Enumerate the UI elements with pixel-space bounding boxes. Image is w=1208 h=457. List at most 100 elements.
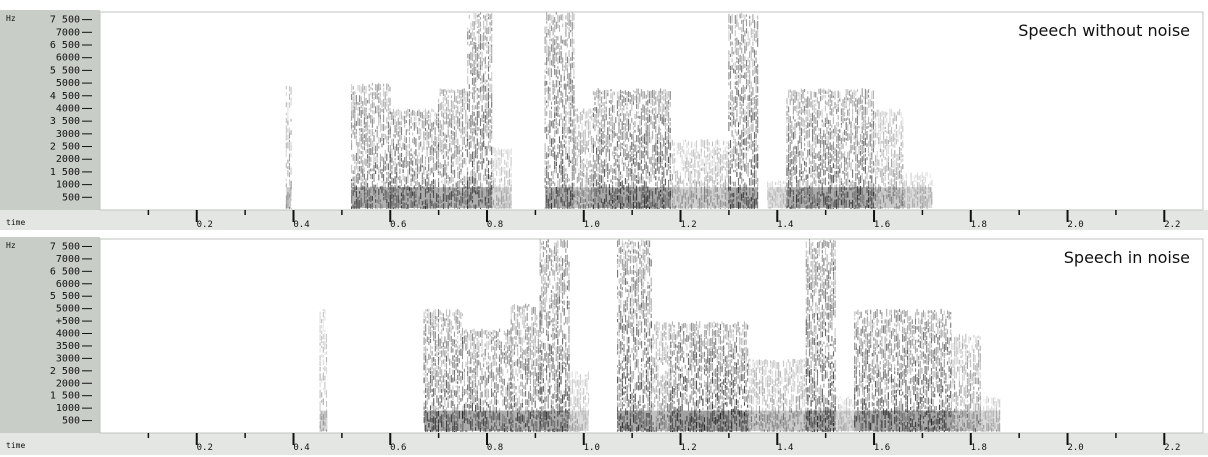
y-tick-label: 3000 (56, 129, 80, 140)
spectrogram-area (99, 238, 1204, 434)
y-tick-label: +500 (56, 316, 80, 327)
x-axis-label: time (6, 218, 25, 227)
y-axis-panel (0, 237, 100, 433)
voiced-segment (568, 371, 590, 432)
y-unit-label: Hz (6, 241, 16, 250)
low-band (390, 187, 439, 208)
voiced-segment (786, 88, 875, 209)
low-band (980, 410, 1000, 431)
y-tick-label: 7 500 (50, 15, 80, 26)
voiced-segment (573, 108, 594, 209)
low-band (874, 187, 903, 208)
x-tick-label: 0.8 (487, 443, 503, 453)
y-tick-label: 4 500 (50, 91, 80, 102)
y-tick-label: 2000 (56, 378, 80, 389)
low-band (748, 410, 807, 431)
y-tick-label: 500 (62, 416, 80, 427)
x-tick-label: 1.0 (584, 220, 600, 230)
voiced-segment (319, 309, 328, 432)
voiced-segment (728, 12, 759, 209)
x-tick-label: 2.0 (1067, 443, 1083, 453)
spectrogram-marks (285, 12, 933, 209)
y-axis-panel (0, 10, 100, 210)
x-tick-label: 1.2 (680, 220, 696, 230)
voiced-segment (767, 180, 788, 209)
x-tick-label: 2.2 (1164, 220, 1180, 230)
voiced-segment (650, 321, 672, 432)
y-tick-label: 5000 (56, 78, 80, 89)
x-tick-label: 0.6 (390, 220, 406, 230)
x-tick-label: 1.0 (584, 443, 600, 453)
low-band (320, 410, 328, 431)
x-tick-label: 0.2 (197, 220, 213, 230)
y-tick-label: 1000 (56, 180, 80, 191)
y-tick-label: 4000 (56, 103, 80, 114)
voiced-segment (805, 239, 836, 432)
x-tick-label: 1.6 (874, 220, 890, 230)
y-tick-label: 1 500 (50, 167, 80, 178)
y-tick-label: 5 500 (50, 291, 80, 302)
voiced-segment (438, 88, 468, 209)
spectrogram-marks (319, 239, 1001, 432)
low-band (617, 410, 652, 431)
x-axis-strip (0, 210, 1208, 230)
chart-title: Speech in noise (1064, 248, 1190, 267)
y-tick-label: 3000 (56, 353, 80, 364)
low-band (854, 410, 952, 431)
low-band (424, 410, 463, 431)
y-tick-label: 6000 (56, 279, 80, 290)
y-tick-label: 6 500 (50, 266, 80, 277)
y-tick-label: 1 500 (50, 391, 80, 402)
voiced-segment (873, 108, 904, 209)
low-band (467, 187, 492, 208)
voiced-segment (902, 172, 933, 209)
voiced-segment (854, 308, 952, 432)
x-tick-label: 1.8 (971, 443, 987, 453)
y-tick-label: 2 500 (50, 142, 80, 153)
voiced-segment (510, 303, 541, 432)
low-band (670, 187, 729, 208)
y-tick-label: 6 500 (50, 40, 80, 51)
x-tick-label: 1.6 (874, 443, 890, 453)
low-band (545, 187, 575, 208)
low-band (511, 410, 541, 431)
low-band (574, 187, 594, 208)
low-band (540, 410, 570, 431)
voiced-segment (467, 12, 493, 209)
y-tick-label: 5000 (56, 304, 80, 315)
x-tick-label: 0.6 (390, 443, 406, 453)
voiced-segment (539, 239, 570, 432)
low-band (651, 410, 671, 431)
low-band (593, 187, 671, 208)
x-tick-label: 0.4 (293, 443, 309, 453)
x-tick-label: 0.8 (487, 220, 503, 230)
low-band (670, 410, 749, 431)
voiced-segment (592, 88, 671, 209)
low-band (951, 410, 981, 431)
y-tick-label: 3 500 (50, 116, 80, 127)
y-tick-label: 1000 (56, 403, 80, 414)
voiced-segment (491, 147, 512, 209)
low-band (787, 187, 875, 208)
voiced-segment (834, 395, 856, 432)
x-axis-strip (0, 433, 1208, 455)
x-tick-label: 2.0 (1067, 220, 1083, 230)
low-band (286, 187, 292, 208)
voiced-segment (351, 83, 391, 209)
y-tick-label: 7000 (56, 254, 80, 265)
low-band (351, 187, 391, 208)
voiced-segment (979, 396, 1001, 432)
low-band (728, 187, 758, 208)
voiced-segment (617, 239, 652, 432)
y-tick-label: 5 500 (50, 65, 80, 76)
low-band (438, 187, 468, 208)
x-tick-label: 1.2 (680, 443, 696, 453)
y-tick-label: 3500 (56, 341, 80, 352)
voiced-segment (423, 308, 464, 432)
low-band (806, 410, 836, 431)
x-tick-label: 1.4 (777, 220, 793, 230)
y-tick-label: 2 500 (50, 366, 80, 377)
y-tick-label: 7 500 (50, 241, 80, 252)
x-tick-label: 0.4 (293, 220, 309, 230)
